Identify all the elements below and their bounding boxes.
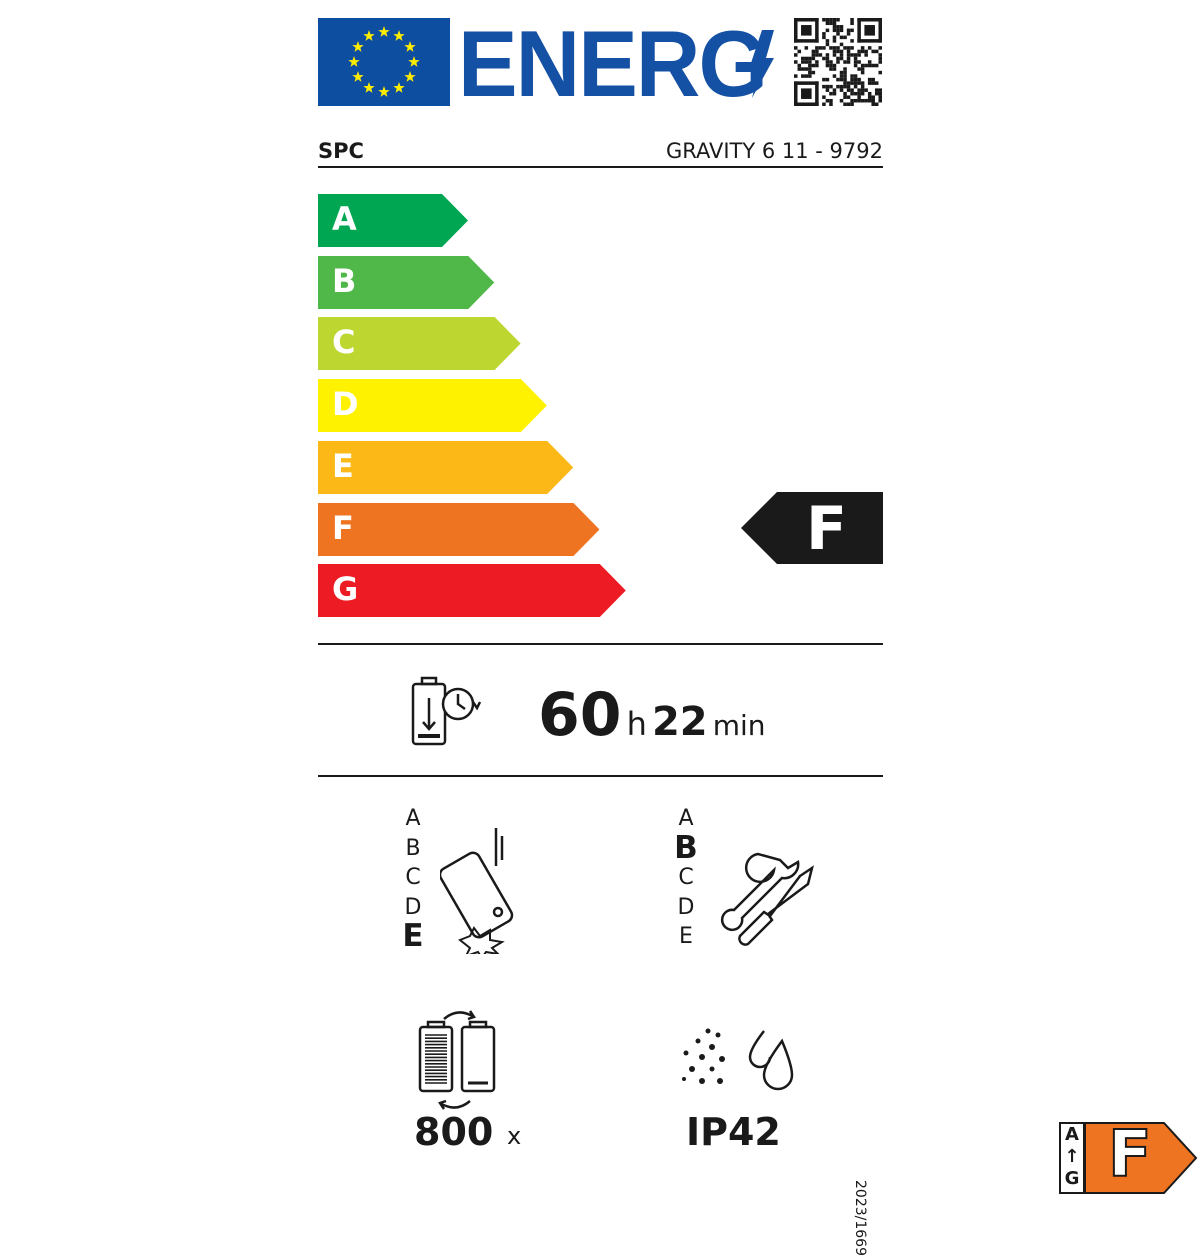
arrow-up-icon: ↑ (1064, 1146, 1080, 1167)
energy-class-bar-d: D (318, 379, 547, 433)
star (393, 30, 405, 41)
star (348, 56, 360, 67)
badge-class: F (1107, 1117, 1153, 1193)
divider (318, 166, 883, 168)
star (408, 56, 420, 67)
battery-cycles-value: 800 (414, 1110, 494, 1154)
star (363, 82, 375, 93)
star (393, 82, 405, 93)
rating-letter-e: E (679, 924, 693, 949)
battery-endurance-value: 60 h 22 min (538, 680, 766, 750)
hours-value: 60 (538, 680, 622, 750)
star (378, 26, 390, 37)
badge-top: A (1065, 1124, 1079, 1145)
rating-letter-d: D (677, 894, 695, 920)
energy-class-letter: G (332, 570, 359, 609)
badge-class-arrow (1084, 1122, 1198, 1194)
dust-water-icon (682, 1028, 794, 1091)
eu-stars-icon (348, 26, 420, 97)
qr-code[interactable] (793, 18, 883, 106)
rated-class-arrow (741, 492, 883, 564)
divider (318, 775, 883, 777)
divider (318, 643, 883, 645)
minutes-unit: min (712, 709, 766, 742)
energy-class-letter: F (332, 508, 354, 547)
ip-rating-value: IP42 (686, 1110, 781, 1154)
battery-cycles-unit: x (507, 1122, 522, 1150)
star (378, 86, 390, 97)
rating-letter-c: C (678, 865, 694, 890)
energy-class-letter: B (332, 261, 357, 300)
energy-class-bar-a: A (318, 194, 468, 247)
battery-endurance-icon (411, 676, 482, 746)
energy-class-bar-b: B (318, 255, 495, 309)
rating-letter-a: A (678, 806, 694, 831)
star (404, 41, 416, 52)
rating-letter-a: A (405, 806, 421, 831)
energy-class-letter: A (332, 200, 357, 238)
rating-letter-c: C (405, 865, 421, 890)
tools-icon (720, 852, 814, 946)
star (352, 41, 364, 52)
rating-letter-e: E (402, 918, 424, 954)
lightning-icon (750, 30, 774, 98)
energy-class-bar-c: C (318, 317, 521, 371)
energy-class-bar-g: G (318, 564, 626, 618)
star (404, 71, 416, 82)
energy-class-bar-f: F (318, 502, 600, 556)
battery-cycles-icon (418, 1010, 496, 1110)
drop-phone-icon (440, 828, 514, 954)
star (352, 71, 364, 82)
supplier-name: SPC (318, 139, 364, 163)
energy-class-bar-e: E (318, 440, 574, 494)
hours-unit: h (626, 705, 647, 743)
regulation-number: 2023/1669 (852, 1180, 868, 1256)
rating-letter-b: B (405, 835, 421, 861)
badge-scale: A ↑ G (1059, 1122, 1085, 1194)
energy-class-letter: D (332, 385, 359, 424)
energy-label-title: ENERG (458, 11, 768, 116)
rated-class-letter: F (806, 494, 847, 564)
rating-letter-b: B (674, 829, 698, 866)
eu-flag (318, 18, 450, 106)
energy-class-letter: C (332, 323, 356, 362)
star (363, 30, 375, 41)
model-identifier: GRAVITY 6 11 - 9792 (665, 139, 883, 163)
rating-letter-d: D (404, 894, 422, 920)
energy-class-letter: E (332, 446, 354, 485)
minutes-value: 22 (651, 699, 708, 745)
badge-bottom: G (1064, 1168, 1080, 1189)
